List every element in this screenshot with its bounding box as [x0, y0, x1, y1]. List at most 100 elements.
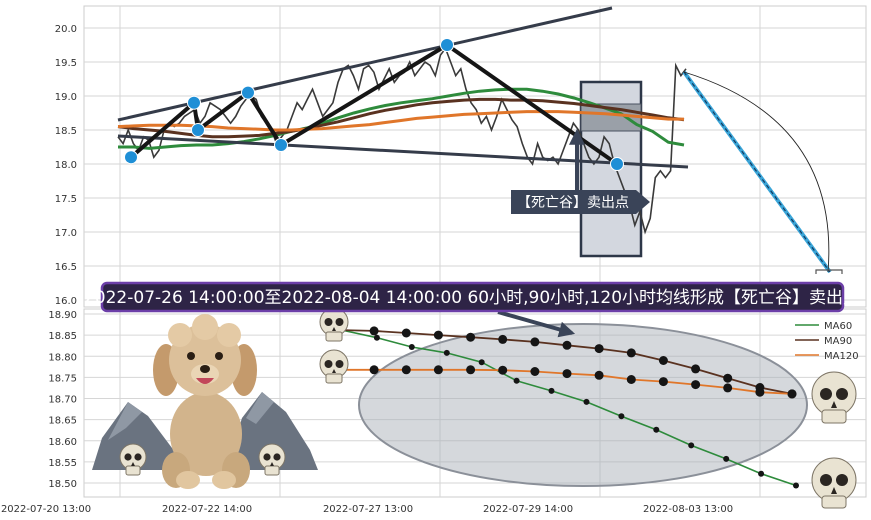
- poodle-curl: [192, 314, 218, 340]
- ma-line-ma90: [117, 97, 685, 139]
- pivot-point: [187, 95, 201, 110]
- zoom-ma-point-ma90: [594, 344, 604, 354]
- price-panel-y-axis: 16.0 16.5 17.0 17.5 18.0 18.5 19.0 19.5 20.0: [55, 24, 77, 307]
- zoom-ma-point-ma120: [466, 365, 476, 375]
- y-tick-label: 19.5: [55, 58, 77, 69]
- zoom-moving-average-lines: [341, 326, 799, 489]
- y-tick-label: 17.0: [55, 228, 77, 239]
- pivot-point: [440, 38, 454, 52]
- zoom-pointer-arrow: [497, 310, 576, 338]
- zoom-ma-point-ma60: [653, 426, 660, 433]
- zoom-ma-point-ma90: [626, 348, 636, 358]
- legend: MA60 MA90 MA120: [795, 321, 859, 362]
- left-mountain-highlight: [108, 402, 142, 440]
- zoom-ma-point-ma60: [688, 442, 695, 449]
- pivot-point: [274, 138, 288, 152]
- poodle-body: [170, 392, 242, 476]
- title-banner-text: 2022-07-26 14:00:00至2022-08-04 14:00:00 …: [84, 288, 860, 308]
- skull-icon: [319, 349, 349, 384]
- poodle-curl: [217, 323, 241, 347]
- poodle-nose: [200, 365, 210, 373]
- zoom-ma-point-ma60: [513, 377, 520, 384]
- y-tick-label: 18.50: [48, 479, 77, 490]
- y-tick-label: 16.0: [55, 296, 77, 307]
- zoom-ma-point-ma60: [373, 334, 380, 341]
- y-tick-label: 20.0: [55, 24, 77, 35]
- zoom-ma-point-ma120: [723, 383, 733, 393]
- highlight-ellipse: [358, 323, 808, 487]
- poodle-right-eye: [215, 352, 223, 360]
- pivot-point: [191, 123, 205, 137]
- right-mountain-highlight: [246, 392, 274, 424]
- y-tick-label: 18.5: [55, 126, 77, 137]
- x-tick-label: 2022-07-29 14:00: [483, 504, 573, 515]
- pivot-point: [241, 85, 255, 100]
- x-axis: 2022-07-20 13:00 2022-07-22 14:00 2022-0…: [1, 504, 733, 515]
- zoom-ma-point-ma90: [466, 332, 476, 342]
- y-tick-label: 18.65: [48, 416, 77, 427]
- legend-label-ma120: MA120: [824, 351, 859, 362]
- zoom-ma-point-ma90: [369, 326, 379, 336]
- pivot-point: [610, 157, 624, 171]
- zoom-ma-point-ma60: [618, 413, 625, 420]
- zoom-ma-point-ma90: [723, 373, 733, 383]
- zoom-ma-point-ma90: [498, 334, 508, 344]
- zoom-ma-point-ma120: [755, 387, 765, 397]
- poodle-left-eye: [187, 352, 195, 360]
- sell-point-label: 【死亡谷】卖出点: [517, 195, 629, 211]
- zoom-ma-point-ma90: [530, 337, 540, 347]
- title-banner: 2022-07-26 14:00:00至2022-08-04 14:00:00 …: [84, 281, 860, 313]
- y-tick-label: 18.0: [55, 160, 77, 171]
- pivot-point: [124, 150, 138, 165]
- y-tick-label: 18.80: [48, 352, 77, 363]
- pivot-points: [124, 38, 624, 171]
- zoom-ma-point-ma60: [723, 455, 730, 462]
- zoom-ma-point-ma120: [433, 365, 443, 375]
- x-tick-label: 2022-07-22 14:00: [162, 504, 252, 515]
- sell-point-label-box: [511, 190, 650, 214]
- skull-icon: [258, 443, 286, 476]
- zoom-ma-point-ma120: [530, 367, 540, 376]
- title-banner-box: [100, 281, 845, 313]
- skull-icon: [319, 307, 349, 342]
- y-tick-label: 17.5: [55, 194, 77, 205]
- x-tick-label: 2022-07-27 13:00: [323, 504, 413, 515]
- moving-average-lines: [117, 87, 685, 150]
- skull-icon: [811, 371, 857, 424]
- zoom-ma-point-ma120: [787, 389, 797, 399]
- y-tick-label: 18.70: [48, 395, 77, 406]
- zoom-ma-point-ma120: [401, 365, 411, 375]
- y-tick-label: 18.55: [48, 458, 77, 469]
- zoom-ma-point-ma120: [562, 369, 572, 379]
- poodle-dog: [153, 314, 257, 489]
- lower-trend-line: [117, 134, 689, 169]
- y-tick-label: 16.5: [55, 262, 77, 273]
- zoom-panel-y-axis: 18.50 18.55 18.60 18.65 18.70 18.75 18.80 18.85…: [48, 310, 77, 490]
- poodle-curl: [168, 323, 192, 347]
- zoom-ma-point-ma60: [793, 482, 799, 489]
- zoom-ma-point-ma120: [691, 380, 701, 390]
- skull-icon: [811, 457, 857, 509]
- poodle-illustration: [92, 314, 318, 489]
- legend-label-ma60: MA60: [824, 321, 852, 332]
- y-tick-label: 18.75: [48, 373, 77, 384]
- zoom-ma-point-ma60: [548, 387, 555, 394]
- y-tick-label: 18.90: [48, 310, 77, 321]
- zoom-ma-point-ma90: [562, 340, 572, 350]
- poodle-right-paw: [212, 471, 236, 489]
- y-tick-label: 18.85: [48, 331, 77, 342]
- poodle-mouth: [196, 378, 214, 384]
- zoom-ma-point-ma60: [758, 470, 765, 477]
- zoom-ma-point-ma90: [658, 356, 668, 365]
- zoom-ma-line-ma60: [341, 329, 797, 487]
- x-tick-label: 2022-07-20 13:00: [1, 504, 91, 515]
- skull-icon: [119, 443, 147, 476]
- decline-projection-dash: [683, 71, 831, 273]
- poodle-left-paw: [176, 471, 200, 489]
- zoom-ma-point-ma120: [369, 365, 379, 375]
- x-tick-label: 2022-08-03 13:00: [643, 504, 733, 515]
- zoom-ma-point-ma120: [658, 377, 668, 387]
- ma-line-ma60: [118, 87, 685, 150]
- y-tick-label: 18.60: [48, 437, 77, 448]
